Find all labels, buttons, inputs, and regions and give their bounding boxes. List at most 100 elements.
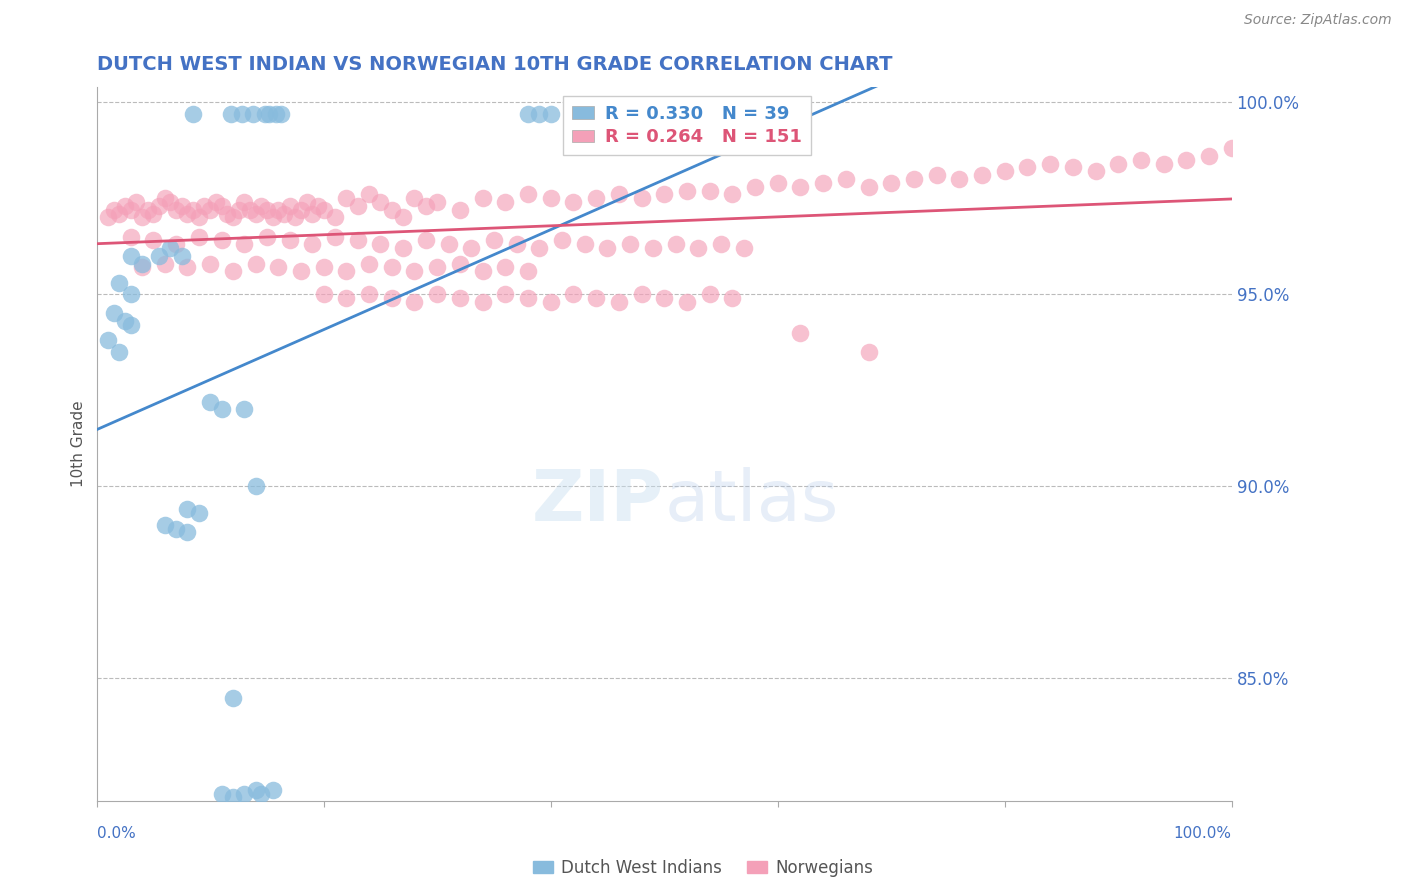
Point xyxy=(323,229,346,244)
Point xyxy=(699,287,721,301)
Point xyxy=(176,525,198,540)
Point xyxy=(585,191,607,205)
Point xyxy=(517,106,540,120)
Text: 0.0%: 0.0% xyxy=(97,826,135,841)
Point xyxy=(426,287,449,301)
Point xyxy=(607,187,630,202)
Point xyxy=(471,294,494,309)
Point xyxy=(948,172,970,186)
Point xyxy=(652,291,675,305)
Point xyxy=(676,294,699,309)
Point xyxy=(253,106,276,120)
Point xyxy=(264,106,287,120)
Point xyxy=(165,237,187,252)
Text: atlas: atlas xyxy=(664,467,838,536)
Point xyxy=(710,237,733,252)
Point xyxy=(312,202,335,217)
Point xyxy=(835,172,858,186)
Point xyxy=(494,195,516,210)
Point xyxy=(245,479,267,493)
Point xyxy=(370,195,392,210)
Point xyxy=(120,287,142,301)
Point xyxy=(211,402,233,417)
Point xyxy=(471,191,494,205)
Point xyxy=(721,187,744,202)
Point xyxy=(460,241,482,255)
Point xyxy=(131,211,153,225)
Point xyxy=(880,176,903,190)
Point xyxy=(250,199,273,213)
Point xyxy=(449,291,471,305)
Point xyxy=(120,229,142,244)
Point xyxy=(211,234,233,248)
Point xyxy=(270,106,292,120)
Point xyxy=(789,179,811,194)
Point xyxy=(233,237,256,252)
Point xyxy=(630,287,652,301)
Point xyxy=(159,241,181,255)
Point xyxy=(529,241,551,255)
Point xyxy=(688,241,710,255)
Point xyxy=(233,402,256,417)
Point xyxy=(415,199,437,213)
Point xyxy=(664,237,686,252)
Point xyxy=(198,202,221,217)
Point xyxy=(219,106,242,120)
Point xyxy=(359,287,381,301)
Point xyxy=(131,256,153,270)
Point xyxy=(619,237,641,252)
Point xyxy=(903,172,925,186)
Point xyxy=(267,202,290,217)
Point xyxy=(370,237,392,252)
Point xyxy=(858,179,880,194)
Point xyxy=(1084,164,1107,178)
Point xyxy=(641,241,664,255)
Point xyxy=(562,195,585,210)
Point xyxy=(278,234,301,248)
Point xyxy=(494,287,516,301)
Point xyxy=(120,318,142,332)
Point xyxy=(153,191,176,205)
Point xyxy=(925,168,948,182)
Point xyxy=(125,195,148,210)
Point xyxy=(789,326,811,340)
Point xyxy=(607,294,630,309)
Point xyxy=(176,502,198,516)
Point xyxy=(494,260,516,275)
Point xyxy=(307,199,329,213)
Point xyxy=(721,291,744,305)
Point xyxy=(652,187,675,202)
Point xyxy=(114,314,136,328)
Point xyxy=(301,237,323,252)
Point xyxy=(176,260,198,275)
Point xyxy=(540,191,562,205)
Point xyxy=(170,249,193,263)
Point xyxy=(176,206,198,220)
Point xyxy=(262,211,284,225)
Point xyxy=(222,211,245,225)
Point xyxy=(301,206,323,220)
Point xyxy=(181,202,204,217)
Point xyxy=(239,202,262,217)
Point xyxy=(217,206,239,220)
Point xyxy=(1129,153,1152,167)
Point xyxy=(153,517,176,532)
Point xyxy=(1107,156,1129,170)
Point xyxy=(205,195,228,210)
Point xyxy=(231,106,253,120)
Point xyxy=(449,202,471,217)
Point xyxy=(392,211,415,225)
Point xyxy=(517,264,540,278)
Point xyxy=(290,264,312,278)
Point xyxy=(193,199,215,213)
Point xyxy=(630,191,652,205)
Point xyxy=(233,195,256,210)
Point xyxy=(404,264,426,278)
Point xyxy=(312,260,335,275)
Point xyxy=(1220,141,1243,155)
Point xyxy=(1175,153,1198,167)
Point xyxy=(228,202,250,217)
Point xyxy=(148,249,170,263)
Point xyxy=(426,195,449,210)
Point xyxy=(142,206,165,220)
